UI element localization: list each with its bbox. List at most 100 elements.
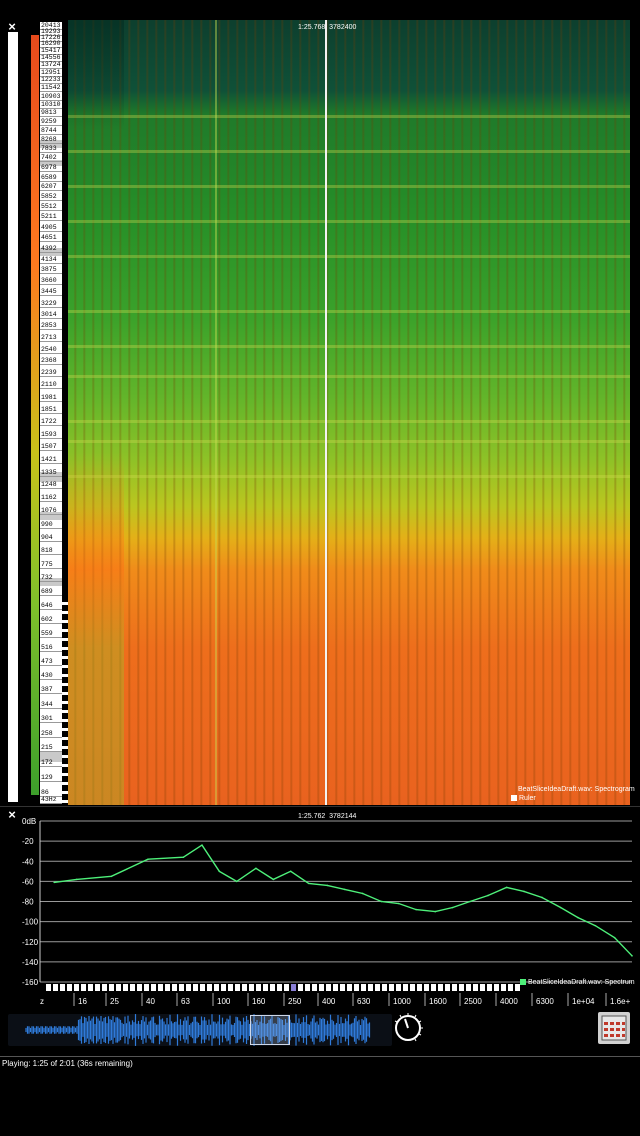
- piano-key[interactable]: [62, 719, 68, 722]
- spectrogram-playhead[interactable]: [325, 20, 327, 805]
- spectrum-key[interactable]: [165, 984, 170, 991]
- spectrum-key[interactable]: [270, 984, 275, 991]
- spectrum-key[interactable]: [116, 984, 121, 991]
- piano-key[interactable]: [62, 791, 68, 794]
- spectrum-key[interactable]: [382, 984, 387, 991]
- spectrum-key[interactable]: [130, 984, 135, 991]
- spectrum-key[interactable]: [228, 984, 233, 991]
- spectrum-key[interactable]: [291, 984, 296, 991]
- piano-key[interactable]: [62, 692, 68, 695]
- spectrum-key[interactable]: [347, 984, 352, 991]
- spectrum-key[interactable]: [249, 984, 254, 991]
- spectrum-key[interactable]: [88, 984, 93, 991]
- spectrum-key[interactable]: [207, 984, 212, 991]
- spectrum-key[interactable]: [403, 984, 408, 991]
- piano-key[interactable]: [62, 737, 68, 740]
- piano-key[interactable]: [62, 782, 68, 785]
- spectrum-key[interactable]: [326, 984, 331, 991]
- spectrum-key[interactable]: [452, 984, 457, 991]
- spectrum-key[interactable]: [81, 984, 86, 991]
- piano-keyboard[interactable]: [62, 22, 69, 804]
- spectrum-key[interactable]: [46, 984, 51, 991]
- spectrum-key[interactable]: [340, 984, 345, 991]
- spectrum-key[interactable]: [221, 984, 226, 991]
- spectrum-key[interactable]: [445, 984, 450, 991]
- piano-key[interactable]: [62, 674, 68, 677]
- piano-key[interactable]: [62, 800, 68, 803]
- spectrum-key[interactable]: [53, 984, 58, 991]
- spectrum-key[interactable]: [144, 984, 149, 991]
- piano-key[interactable]: [62, 620, 68, 623]
- spectrum-key[interactable]: [333, 984, 338, 991]
- spectrum-key[interactable]: [298, 984, 303, 991]
- close-spectrogram-button[interactable]: ×: [8, 19, 16, 34]
- spectrogram-view[interactable]: [68, 20, 630, 805]
- spectrum-key[interactable]: [515, 984, 520, 991]
- spectrum-key[interactable]: [74, 984, 79, 991]
- spectrum-key[interactable]: [312, 984, 317, 991]
- waveform-overview[interactable]: [8, 1014, 392, 1046]
- spectrum-key[interactable]: [123, 984, 128, 991]
- spectrum-key[interactable]: [263, 984, 268, 991]
- spectrum-key[interactable]: [256, 984, 261, 991]
- grid-view-icon[interactable]: [598, 1012, 630, 1044]
- piano-key[interactable]: [62, 746, 68, 749]
- piano-key[interactable]: [62, 611, 68, 614]
- spectrum-plot[interactable]: 0dB -20 -40 -60 -80 -100 -120 -140 -160 z 16 25 40 63…: [0, 807, 640, 1012]
- spectrum-key[interactable]: [494, 984, 499, 991]
- spectrum-key[interactable]: [305, 984, 310, 991]
- spectrum-key[interactable]: [102, 984, 107, 991]
- piano-key[interactable]: [62, 602, 68, 605]
- piano-key[interactable]: [62, 773, 68, 776]
- dial-knob-icon[interactable]: [392, 1012, 424, 1044]
- piano-key[interactable]: [62, 701, 68, 704]
- spectrum-key[interactable]: [158, 984, 163, 991]
- spectrum-key[interactable]: [277, 984, 282, 991]
- spectrum-key[interactable]: [200, 984, 205, 991]
- piano-key[interactable]: [62, 656, 68, 659]
- spectrum-key[interactable]: [424, 984, 429, 991]
- spectrum-key[interactable]: [179, 984, 184, 991]
- spectrum-key[interactable]: [508, 984, 513, 991]
- spectrum-key[interactable]: [375, 984, 380, 991]
- spectrum-key[interactable]: [417, 984, 422, 991]
- spectrum-key[interactable]: [473, 984, 478, 991]
- spectrum-key[interactable]: [459, 984, 464, 991]
- spectrum-key[interactable]: [389, 984, 394, 991]
- piano-key[interactable]: [62, 683, 68, 686]
- spectrum-key[interactable]: [242, 984, 247, 991]
- piano-key[interactable]: [62, 647, 68, 650]
- spectrum-key[interactable]: [235, 984, 240, 991]
- spectrum-key[interactable]: [137, 984, 142, 991]
- spectrum-key[interactable]: [60, 984, 65, 991]
- spectrum-key[interactable]: [67, 984, 72, 991]
- spectrum-key[interactable]: [431, 984, 436, 991]
- spectrum-key[interactable]: [193, 984, 198, 991]
- piano-key[interactable]: [62, 764, 68, 767]
- spectrum-key[interactable]: [151, 984, 156, 991]
- piano-key[interactable]: [62, 629, 68, 632]
- spectrum-key[interactable]: [501, 984, 506, 991]
- spectrum-key[interactable]: [284, 984, 289, 991]
- spectrum-key[interactable]: [361, 984, 366, 991]
- spectrum-key[interactable]: [396, 984, 401, 991]
- piano-key[interactable]: [62, 755, 68, 758]
- spectrum-key[interactable]: [354, 984, 359, 991]
- piano-key[interactable]: [62, 665, 68, 668]
- spectrum-key[interactable]: [487, 984, 492, 991]
- spectrum-key[interactable]: [214, 984, 219, 991]
- spectrum-key[interactable]: [480, 984, 485, 991]
- spectrum-key[interactable]: [319, 984, 324, 991]
- piano-key[interactable]: [62, 638, 68, 641]
- spectrum-key[interactable]: [466, 984, 471, 991]
- spectrum-key[interactable]: [410, 984, 415, 991]
- spectrum-key[interactable]: [172, 984, 177, 991]
- close-spectrum-button[interactable]: ×: [8, 807, 16, 822]
- spectrum-key[interactable]: [368, 984, 373, 991]
- spectrum-key[interactable]: [95, 984, 100, 991]
- view-selection-handle[interactable]: [250, 1015, 290, 1045]
- spectrum-key[interactable]: [109, 984, 114, 991]
- ruler-legend[interactable]: Ruler: [511, 795, 536, 802]
- spectrum-key[interactable]: [438, 984, 443, 991]
- piano-key[interactable]: [62, 728, 68, 731]
